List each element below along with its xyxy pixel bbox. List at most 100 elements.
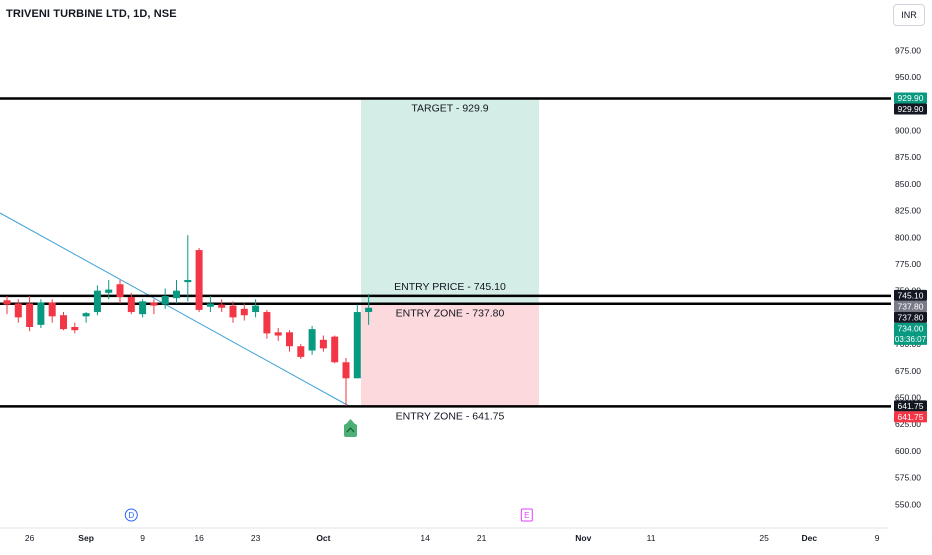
candle [184,235,192,302]
x-tick-label: Nov [575,533,591,543]
price-axis-label-text: 641.75 [898,401,924,411]
loss-zone [361,303,539,407]
price-axis-label-text: 737.80 [898,301,924,311]
x-tick-label: Sep [78,533,94,543]
x-tick-label: Dec [802,533,818,543]
candle-body [105,289,113,293]
x-tick-label: 21 [477,533,487,543]
candle-body [173,290,180,299]
y-tick-label: 875.00 [895,152,921,162]
price-axis-label: 745.10 [894,289,927,301]
price-axis-label-text: 929.90 [898,93,924,103]
candle-body [218,304,226,308]
candle [14,299,22,323]
candle [206,296,214,313]
pattern-flag-tip [346,419,355,424]
candle-body [263,312,271,334]
price-axis-label-bg [894,289,927,301]
y-tick-label: 775.00 [895,259,921,269]
price-axis-label-bg [894,411,927,423]
candle [82,312,90,323]
dividend-marker-circle [124,508,138,522]
candle [105,279,113,300]
dividend-marker: D [124,508,138,522]
y-tick-label: 575.00 [895,473,921,483]
price-axis-label-bg [894,92,927,104]
candle [60,312,67,331]
x-tick-label: 26 [25,533,35,543]
candle [331,335,339,364]
candle [161,288,169,309]
candle-body [161,296,169,305]
price-axis-label: 734.00 03:36:07 [894,322,927,345]
candle-body [48,302,56,317]
earnings-marker-label: E [524,511,529,520]
candle-body [342,362,350,379]
candle-body [331,336,339,363]
y-tick-label: 675.00 [895,366,921,376]
y-tick-label: 825.00 [895,206,921,216]
candle-body [3,300,11,305]
candle [173,279,180,304]
level-annotation: ENTRY ZONE - 737.80 [396,308,505,320]
price-axis-label-bg [894,311,927,323]
candle-body [82,313,90,317]
x-tick-label: 23 [251,533,261,543]
price-axis-label: 641.75 [894,411,927,423]
price-axis-label-text: 737.80 [898,312,924,322]
y-tick-label: 950.00 [895,72,921,82]
candle-body [116,284,124,298]
candle [116,279,124,304]
pattern-flag-glyph [346,427,355,433]
candle [286,330,293,352]
dividend-marker-label: D [128,511,134,520]
candle [71,322,79,334]
x-tick-label: 11 [647,533,656,543]
countdown-label: 03:36:07 [895,335,927,344]
candle-body [195,250,203,310]
pattern-flag-box [344,424,357,437]
candle-body [240,308,248,316]
y-tick-label: 650.00 [895,393,921,403]
candle-body [206,303,214,307]
candle [93,285,101,316]
candle-body [286,332,293,347]
candle [319,335,327,352]
earnings-marker-box [520,508,533,522]
candle-body [252,305,260,313]
level-annotation: ENTRY ZONE - 641.75 [396,410,505,422]
candle [26,296,34,332]
candle-body [150,302,158,306]
candle [252,299,260,318]
candle-body [365,307,373,313]
x-tick-label: 14 [420,533,430,543]
candle [353,304,361,379]
level-annotation: TARGET - 929.9 [411,102,488,114]
y-tick-label: 625.00 [895,419,921,429]
price-axis-label-text: 745.10 [898,290,924,300]
trend-line [0,212,350,407]
y-tick-label: 800.00 [895,232,921,242]
candle-body [127,297,135,313]
candle [37,299,45,329]
price-axis-label: 737.80 [894,300,927,312]
currency-button[interactable]: INR [893,4,925,26]
x-tick-label: 25 [759,533,769,543]
price-axis-label: 929.90 [894,92,927,104]
candle-body [184,279,192,283]
candle [139,299,147,318]
candle-body [93,290,101,313]
candle [274,328,282,341]
y-tick-label: 850.00 [895,179,921,189]
candle [308,325,316,355]
candle-body [297,346,305,357]
candle [365,293,373,325]
y-tick-label: 550.00 [895,499,921,509]
candle-body [274,332,282,336]
x-tick-label: 16 [194,533,204,543]
candle-body [71,326,79,331]
candle [229,301,237,323]
price-axis-label: 929.90 [894,103,927,115]
